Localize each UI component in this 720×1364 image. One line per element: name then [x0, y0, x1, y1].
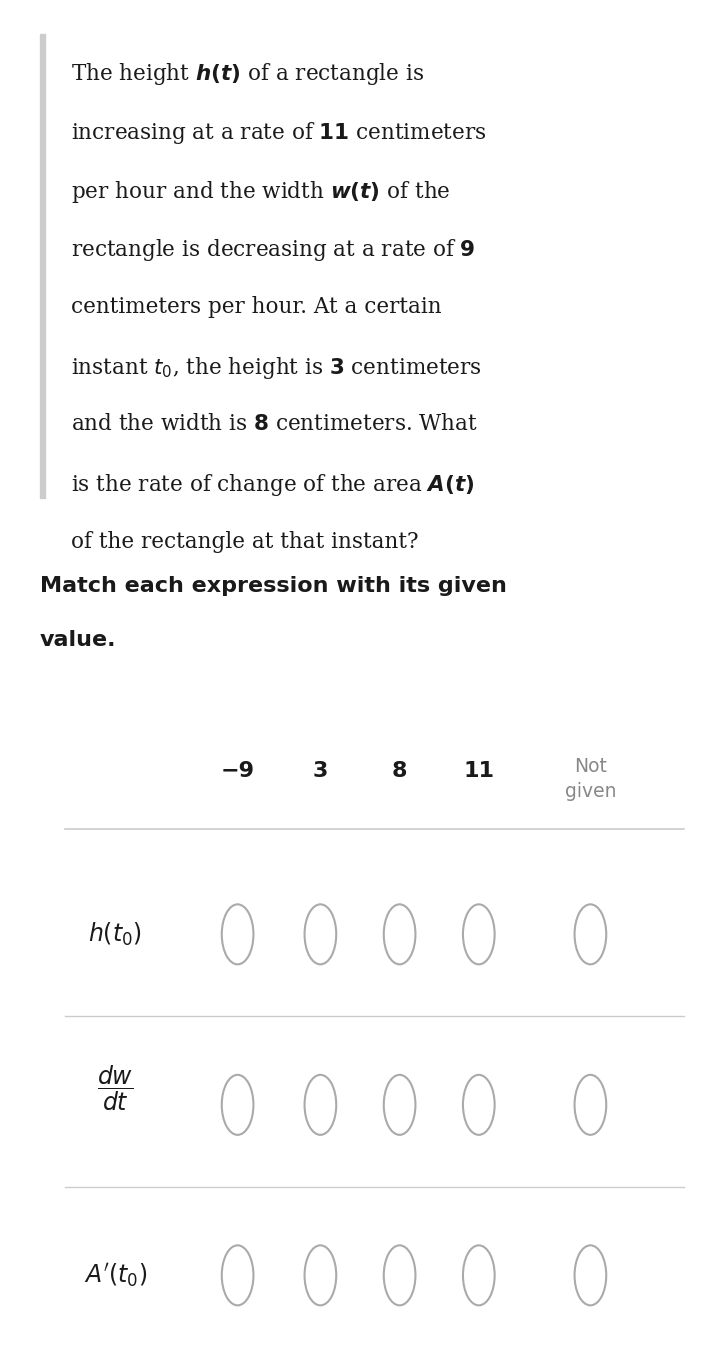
Text: The height $\boldsymbol{h(t)}$ of a rectangle is: The height $\boldsymbol{h(t)}$ of a rect…: [71, 61, 423, 87]
Text: −9: −9: [220, 761, 255, 780]
Text: $A'(t_0)$: $A'(t_0)$: [84, 1262, 147, 1289]
Text: $h(t_0)$: $h(t_0)$: [89, 921, 142, 948]
Text: and the width is $\mathbf{8}$ centimeters. What: and the width is $\mathbf{8}$ centimeter…: [71, 413, 477, 435]
Text: is the rate of change of the area $\boldsymbol{A(t)}$: is the rate of change of the area $\bold…: [71, 472, 474, 498]
Text: 3: 3: [312, 761, 328, 780]
Text: rectangle is decreasing at a rate of $\mathbf{9}$: rectangle is decreasing at a rate of $\m…: [71, 237, 475, 263]
Text: per hour and the width $\boldsymbol{w(t)}$ of the: per hour and the width $\boldsymbol{w(t)…: [71, 179, 450, 205]
Text: instant $\boldsymbol{t_0}$, the height is $\mathbf{3}$ centimeters: instant $\boldsymbol{t_0}$, the height i…: [71, 355, 482, 381]
Text: centimeters per hour. At a certain: centimeters per hour. At a certain: [71, 296, 441, 318]
Text: $\dfrac{dw}{dt}$: $\dfrac{dw}{dt}$: [97, 1064, 133, 1113]
Text: of the rectangle at that instant?: of the rectangle at that instant?: [71, 531, 418, 552]
Text: value.: value.: [40, 630, 116, 651]
Text: 11: 11: [463, 761, 495, 780]
Text: Not
given: Not given: [564, 757, 616, 801]
Bar: [40, 34, 45, 498]
Text: Match each expression with its given: Match each expression with its given: [40, 576, 506, 596]
Text: increasing at a rate of $\mathbf{11}$ centimeters: increasing at a rate of $\mathbf{11}$ ce…: [71, 120, 486, 146]
Text: 8: 8: [392, 761, 408, 780]
